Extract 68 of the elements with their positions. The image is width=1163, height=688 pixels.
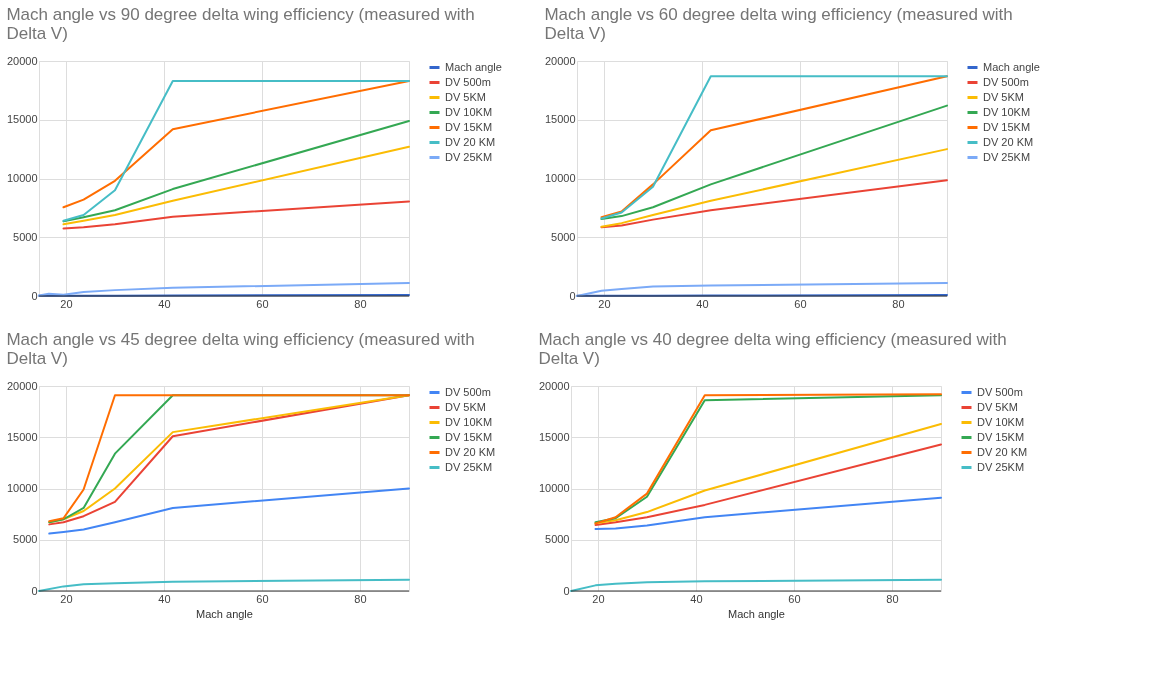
x-tick-label: 20	[598, 297, 611, 310]
legend-label: DV 15KM	[445, 430, 493, 443]
y-tick-label: 20000	[544, 54, 576, 67]
x-tick-label: 20	[592, 592, 605, 605]
chart-title: Mach angle vs 90 degree delta wing efficiency (measured with Delta V)	[6, 5, 475, 43]
legend-label: DV 500m	[445, 75, 491, 88]
x-tick-label: 60	[788, 592, 801, 605]
legend-label: DV 20 KM	[445, 135, 496, 148]
y-tick-label: 5000	[13, 533, 38, 546]
legend-label: DV 25KM	[983, 150, 1031, 163]
y-tick-label: 0	[31, 584, 38, 597]
legend-label: DV 500m	[983, 75, 1029, 88]
legend-label: DV 500m	[445, 385, 491, 398]
legend-label: DV 5KM	[445, 400, 486, 413]
y-tick-label: 0	[31, 289, 38, 302]
y-tick-label: 5000	[545, 533, 570, 546]
legend-label: DV 10KM	[445, 105, 493, 118]
legend-label: DV 15KM	[445, 120, 493, 133]
legend-label: DV 15KM	[983, 120, 1031, 133]
legend-label: DV 25KM	[977, 460, 1025, 473]
legend-label: DV 500m	[977, 385, 1023, 398]
legend-label: DV 20 KM	[977, 445, 1028, 458]
x-tick-label: 80	[886, 592, 899, 605]
x-tick-label: 80	[354, 297, 367, 310]
y-tick-label: 15000	[6, 430, 38, 443]
y-tick-label: 10000	[544, 172, 576, 184]
legend-label: DV 20 KM	[983, 135, 1034, 148]
y-tick-label: 10000	[6, 482, 38, 494]
y-tick-label: 15000	[538, 430, 570, 443]
y-tick-label: 15000	[544, 113, 576, 126]
x-tick-label: 20	[60, 592, 73, 605]
x-tick-label: 40	[696, 297, 709, 310]
x-tick-label: 20	[60, 297, 73, 310]
legend-label: Mach angle	[983, 60, 1040, 73]
legend-label: DV 25KM	[445, 460, 493, 473]
y-tick-label: 10000	[538, 482, 570, 494]
legend-label: DV 5KM	[983, 90, 1024, 103]
x-tick-label: 60	[256, 592, 269, 605]
x-tick-label: 40	[158, 592, 171, 605]
chart-title: Mach angle vs 60 degree delta wing efficiency (measured with Delta V)	[544, 5, 1013, 43]
x-tick-label: 80	[892, 297, 905, 310]
x-tick-label: 40	[158, 297, 171, 310]
x-tick-label: 60	[794, 297, 807, 310]
y-tick-label: 15000	[6, 113, 38, 126]
y-tick-label: 20000	[538, 379, 570, 392]
legend-label: DV 25KM	[445, 150, 493, 163]
legend-label: DV 5KM	[445, 90, 486, 103]
legend-label: DV 10KM	[983, 105, 1031, 118]
chart-title: Mach angle vs 45 degree delta wing efficiency (measured with Delta V)	[6, 330, 475, 368]
y-tick-label: 20000	[6, 54, 38, 67]
legend-label: DV 5KM	[977, 400, 1018, 413]
legend-label: DV 20 KM	[445, 445, 496, 458]
x-axis-title: Mach angle	[728, 607, 785, 620]
x-tick-label: 40	[690, 592, 703, 605]
legend-label: DV 10KM	[445, 415, 493, 428]
chart-title: Mach angle vs 40 degree delta wing efficiency (measured with Delta V)	[538, 330, 1007, 368]
y-tick-label: 5000	[13, 230, 38, 243]
y-tick-label: 10000	[6, 172, 38, 184]
x-axis-title: Mach angle	[196, 607, 253, 620]
y-tick-label: 0	[569, 289, 576, 302]
legend-label: Mach angle	[445, 60, 502, 73]
legend-label: DV 15KM	[977, 430, 1025, 443]
y-tick-label: 5000	[551, 230, 576, 243]
x-tick-label: 60	[256, 297, 269, 310]
y-tick-label: 20000	[6, 379, 38, 392]
legend-label: DV 10KM	[977, 415, 1025, 428]
y-tick-label: 0	[563, 584, 570, 597]
x-tick-label: 80	[354, 592, 367, 605]
